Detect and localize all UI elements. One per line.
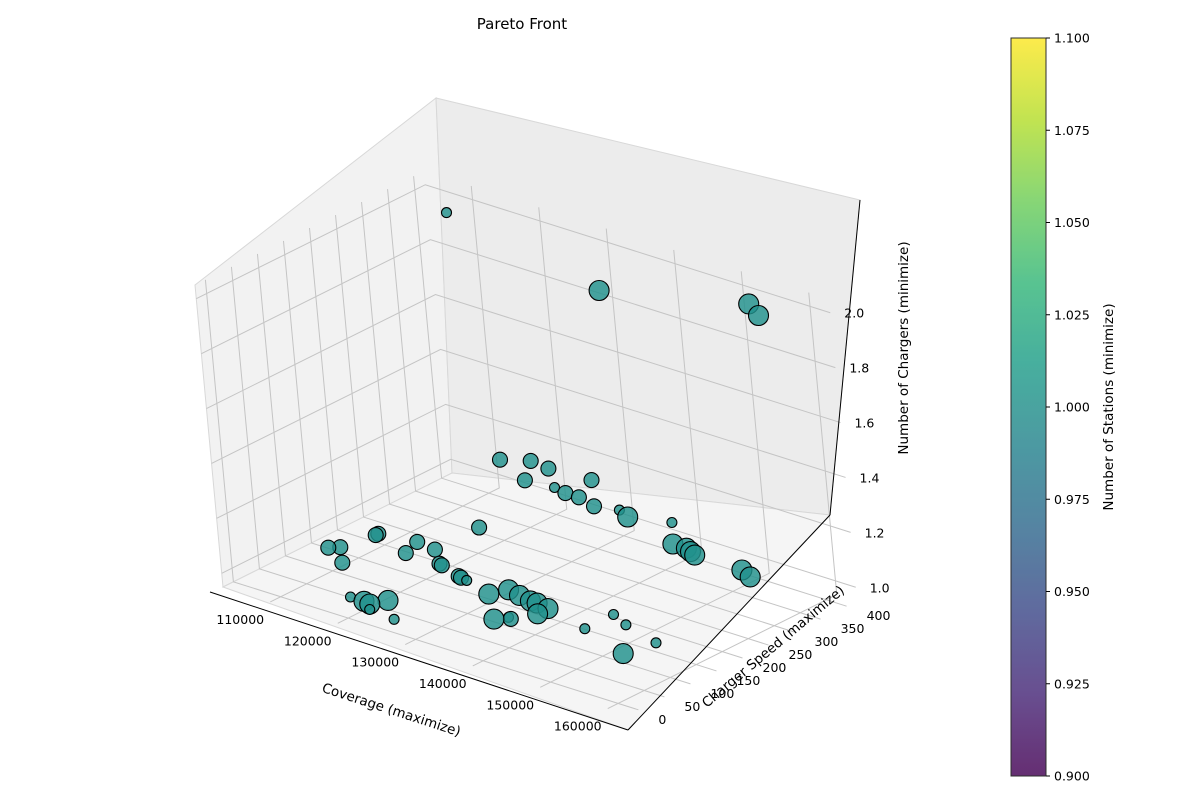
z-tick-label: 1.4 bbox=[860, 470, 880, 485]
z-tick-label: 1.0 bbox=[870, 580, 890, 595]
data-points bbox=[320, 207, 770, 665]
z-grid-line bbox=[211, 348, 846, 478]
y-grid-line bbox=[256, 253, 691, 685]
y-tick-label: 50 bbox=[684, 699, 700, 714]
data-point bbox=[684, 544, 706, 566]
data-point bbox=[478, 583, 500, 605]
colorbar-label: Number of Stations (minimize) bbox=[1101, 303, 1117, 510]
data-point bbox=[583, 472, 600, 489]
y-grid-line bbox=[204, 279, 639, 711]
data-point bbox=[617, 506, 639, 528]
axis-lines bbox=[209, 199, 861, 731]
y-tick-label: 100 bbox=[710, 686, 734, 701]
y-tick-label: 0 bbox=[658, 712, 666, 727]
data-point bbox=[527, 603, 549, 625]
data-point bbox=[502, 610, 519, 627]
data-point bbox=[377, 589, 399, 611]
y-grid-line bbox=[413, 176, 847, 607]
data-point bbox=[585, 498, 603, 515]
data-point bbox=[440, 207, 453, 219]
colorbar-tick-label: 0.950 bbox=[1054, 584, 1090, 599]
colorbar-tick-label: 1.000 bbox=[1054, 400, 1090, 415]
y-grid-line bbox=[335, 214, 769, 646]
data-point bbox=[620, 619, 632, 631]
data-point bbox=[367, 527, 384, 544]
data-point bbox=[522, 452, 539, 469]
z-axis-line bbox=[829, 199, 861, 516]
x-axis-line bbox=[209, 591, 629, 731]
z-grid-line bbox=[206, 294, 841, 424]
x-tick-label: 150000 bbox=[486, 697, 534, 712]
data-point bbox=[397, 545, 414, 562]
y-grid-line bbox=[361, 202, 795, 633]
y-tick-label: 150 bbox=[736, 673, 760, 688]
colorbar-gradient bbox=[1010, 37, 1047, 777]
z-tick-label: 1.6 bbox=[854, 416, 874, 431]
x-tick-label: 130000 bbox=[351, 655, 399, 670]
z-tick-label: 2.0 bbox=[844, 306, 864, 321]
z-grid-line bbox=[216, 403, 851, 533]
y-tick-label: 350 bbox=[841, 621, 865, 636]
data-point bbox=[491, 451, 509, 468]
x-tick-label: 140000 bbox=[419, 676, 467, 691]
data-point bbox=[570, 489, 587, 506]
colorbar-tick-label: 1.025 bbox=[1054, 307, 1090, 322]
data-point bbox=[426, 541, 443, 558]
z-grid-line bbox=[201, 239, 836, 369]
data-point bbox=[409, 533, 426, 550]
data-point bbox=[557, 485, 574, 502]
data-point bbox=[461, 574, 473, 586]
y-tick-label: 250 bbox=[789, 647, 813, 662]
y-axis-line bbox=[627, 514, 831, 731]
y-tick-label: 200 bbox=[763, 660, 787, 675]
colorbar-tick-label: 1.075 bbox=[1054, 123, 1090, 138]
data-point bbox=[747, 304, 770, 327]
data-point bbox=[739, 566, 761, 588]
colorbar-tick-label: 1.100 bbox=[1054, 31, 1090, 46]
chart-title: Pareto Front bbox=[477, 15, 568, 33]
colorbar-ticks: 0.900 0.925 0.950 0.975 1.000 1.025 1.050 1.075… bbox=[1046, 31, 1090, 784]
y-grid-line bbox=[309, 227, 743, 659]
z-tick-label: 1.2 bbox=[865, 525, 885, 540]
y-tick-label: 400 bbox=[867, 608, 891, 623]
data-point bbox=[471, 519, 488, 536]
data-point bbox=[320, 539, 337, 556]
data-point bbox=[483, 608, 505, 630]
z-axis-label: Number of Chargers (minimize) bbox=[896, 241, 912, 454]
colorbar-tick-label: 0.900 bbox=[1054, 769, 1090, 784]
x-grid-line bbox=[405, 228, 635, 646]
data-point bbox=[540, 460, 557, 477]
data-point bbox=[548, 481, 561, 494]
x-tick-label: 160000 bbox=[554, 719, 602, 734]
data-point bbox=[334, 554, 351, 571]
x-tick-label: 110000 bbox=[216, 612, 264, 627]
z-tick-label: 1.8 bbox=[849, 361, 869, 376]
data-point bbox=[666, 516, 678, 529]
data-point bbox=[588, 279, 610, 302]
data-point bbox=[650, 637, 662, 649]
data-point bbox=[579, 623, 591, 635]
data-point bbox=[612, 643, 634, 665]
z-grid-line bbox=[221, 458, 856, 588]
y-grid-line bbox=[230, 266, 665, 698]
colorbar: 0.900 0.925 0.950 0.975 1.000 1.025 1.050 1.075… bbox=[1010, 31, 1117, 784]
data-point bbox=[516, 472, 533, 489]
y-tick-label: 300 bbox=[815, 634, 839, 649]
colorbar-tick-label: 0.925 bbox=[1054, 676, 1090, 691]
z-grid-line bbox=[196, 184, 831, 314]
y-grid-line bbox=[387, 189, 821, 620]
colorbar-tick-label: 1.050 bbox=[1054, 215, 1090, 230]
x-tick-label: 120000 bbox=[284, 633, 332, 648]
tick-labels: 110000 120000 130000 140000 150000 160000 0 50 1… bbox=[216, 306, 890, 734]
colorbar-tick-label: 0.975 bbox=[1054, 492, 1090, 507]
data-point bbox=[364, 603, 376, 616]
data-point bbox=[433, 557, 450, 574]
data-point bbox=[607, 608, 620, 621]
x-grid-line bbox=[337, 207, 568, 624]
data-point bbox=[388, 613, 400, 625]
